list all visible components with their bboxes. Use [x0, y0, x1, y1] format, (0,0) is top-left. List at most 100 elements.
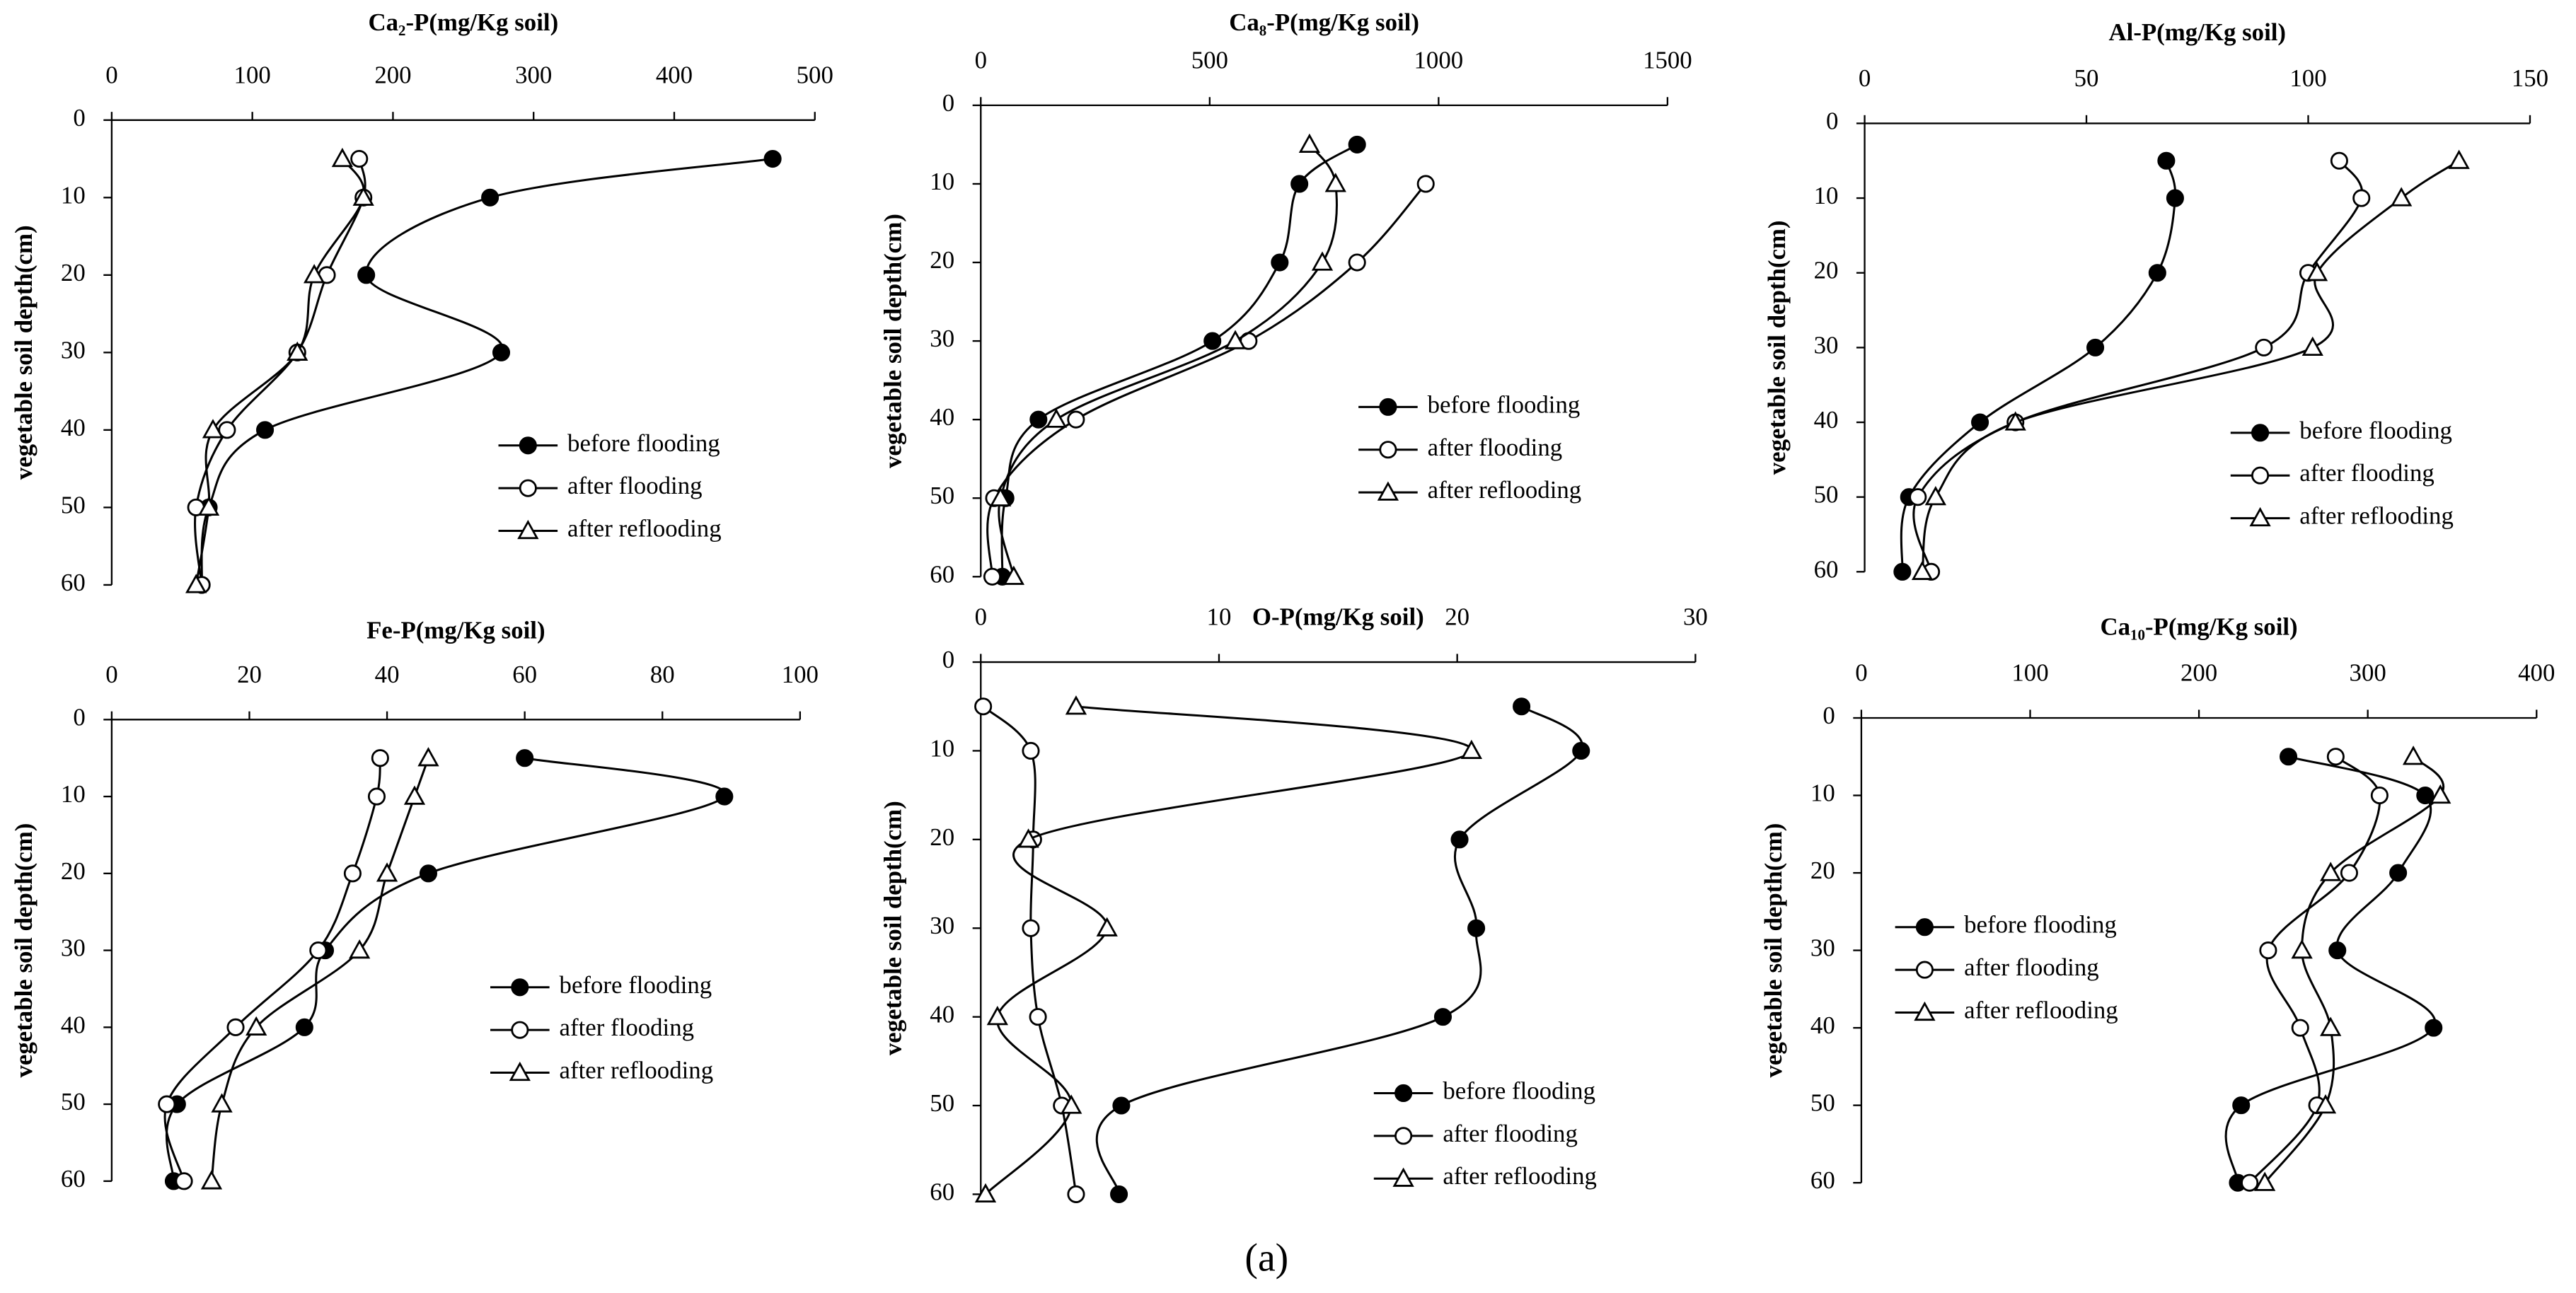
y-tick-label: 0: [1823, 702, 1835, 729]
legend-label: before flooding: [560, 971, 712, 999]
y-axis-label: vegetable soil depth(cm): [10, 225, 37, 480]
x-tick-label: 400: [2518, 659, 2555, 687]
marker: [185, 574, 207, 593]
marker: [295, 1018, 313, 1036]
marker: [1022, 919, 1040, 937]
marker: [158, 1095, 176, 1113]
y-tick-label: 40: [1814, 406, 1839, 434]
marker: [1290, 175, 1309, 193]
marker: [417, 747, 439, 767]
y-tick-label: 30: [930, 912, 954, 939]
legend-label: after flooding: [560, 1014, 695, 1041]
legend-marker: [1915, 961, 1934, 979]
y-tick-label: 40: [930, 1001, 954, 1028]
y-axis-label: vegetable soil depth(cm): [879, 801, 907, 1055]
marker: [1298, 133, 1321, 153]
series-line: [1900, 160, 2177, 572]
series-line: [1921, 159, 2460, 572]
series-line: [2263, 755, 2444, 1184]
marker: [2166, 189, 2184, 207]
marker: [2320, 862, 2342, 881]
legend-marker: [511, 1021, 529, 1039]
marker: [350, 150, 369, 168]
y-tick-label: 60: [1810, 1166, 1835, 1194]
legend-label: after flooding: [2299, 459, 2435, 487]
y-tick-label: 50: [1814, 481, 1839, 509]
marker: [357, 266, 376, 284]
marker: [1022, 741, 1040, 760]
caption: (a): [1244, 1236, 1288, 1280]
y-tick-label: 30: [1810, 934, 1835, 962]
marker: [1324, 173, 1346, 192]
y-tick-label: 50: [61, 491, 86, 518]
marker: [419, 864, 437, 883]
y-tick-label: 30: [930, 325, 954, 352]
x-tick-label: 300: [515, 61, 552, 88]
legend-marker: [509, 1061, 531, 1082]
marker: [2301, 336, 2323, 356]
marker: [2320, 1016, 2342, 1036]
marker: [1065, 695, 1087, 715]
y-tick-label: 60: [61, 569, 86, 596]
y-tick-label: 60: [61, 1165, 86, 1193]
marker: [2280, 748, 2298, 766]
marker: [715, 787, 734, 806]
y-tick-label: 0: [73, 703, 85, 731]
legend-marker: [1915, 918, 1934, 937]
legend-marker: [517, 519, 539, 540]
marker: [2232, 1096, 2251, 1115]
y-tick-label: 20: [930, 823, 954, 851]
marker: [211, 1093, 233, 1113]
legend-label: after reflooding: [1428, 476, 1582, 504]
series-line: [986, 182, 1427, 577]
x-tick-label: 0: [1855, 659, 1867, 687]
marker: [1433, 1008, 1452, 1026]
x-tick-label: 80: [650, 661, 675, 688]
marker: [202, 419, 224, 439]
marker: [1909, 488, 1927, 506]
legend-marker: [1379, 441, 1397, 459]
marker: [2004, 411, 2026, 431]
marker: [492, 343, 511, 361]
marker: [218, 421, 236, 439]
x-tick-label: 400: [656, 61, 693, 88]
x-tick-label: 500: [1191, 47, 1228, 74]
marker: [376, 862, 398, 882]
legend-label: after flooding: [567, 472, 703, 499]
series-line: [2248, 755, 2381, 1184]
marker: [2148, 264, 2166, 282]
marker: [2448, 149, 2470, 169]
marker: [1450, 830, 1469, 849]
legend-label: after reflooding: [567, 515, 722, 543]
marker: [2352, 189, 2371, 207]
marker: [403, 785, 426, 805]
marker: [1096, 917, 1118, 937]
legend-marker: [511, 978, 529, 997]
marker: [1311, 251, 1334, 271]
y-tick-label: 0: [942, 646, 954, 673]
x-tick-label: 100: [234, 61, 271, 88]
marker: [1061, 1094, 1082, 1114]
marker: [989, 487, 1012, 506]
y-tick-label: 20: [61, 857, 86, 885]
legend-label: after reflooding: [1443, 1162, 1597, 1190]
marker: [2416, 786, 2435, 805]
legend-label: before flooding: [1964, 911, 2117, 939]
chart-title: Ca₁₀-P(mg/Kg soil): [2101, 613, 2298, 641]
chart-title: Ca₈-P(mg/Kg soil): [1229, 8, 1419, 36]
series-line: [984, 705, 1473, 1195]
marker: [309, 941, 328, 960]
legend-label: after reflooding: [560, 1057, 714, 1084]
x-tick-label: 50: [2074, 64, 2099, 92]
y-tick-label: 10: [930, 734, 954, 762]
marker: [1924, 486, 1946, 506]
marker: [1416, 175, 1435, 193]
x-tick-label: 0: [975, 47, 987, 74]
marker: [226, 1018, 245, 1036]
chart-title: Ca₂-P(mg/Kg soil): [368, 8, 558, 36]
marker: [2391, 187, 2413, 207]
marker: [371, 749, 389, 767]
marker: [1112, 1096, 1131, 1115]
y-tick-label: 60: [930, 560, 954, 588]
